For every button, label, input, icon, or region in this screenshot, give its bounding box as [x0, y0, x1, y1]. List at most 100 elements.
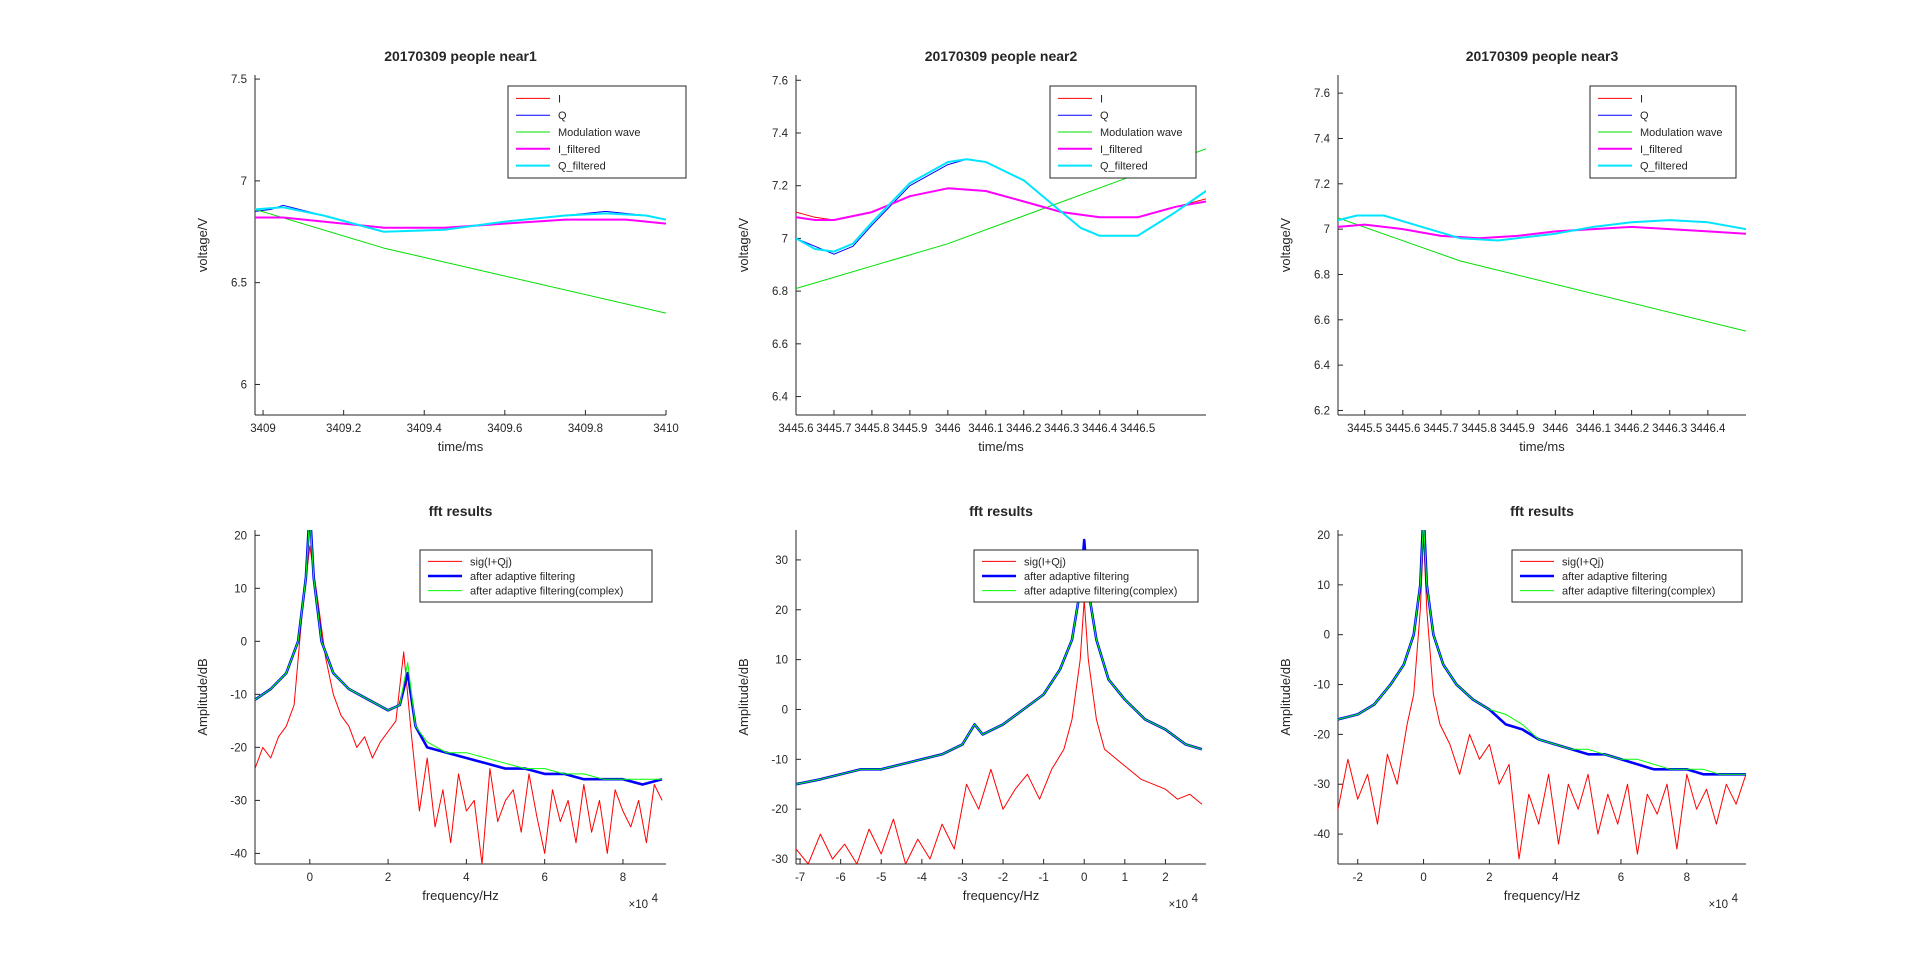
x-axis-label: time/ms [438, 439, 484, 454]
y-tick-label: 7.2 [772, 181, 788, 193]
y-tick-label: 6.6 [772, 339, 788, 351]
y-tick-label: 7.4 [772, 128, 789, 140]
series-after-adaptive-filtering-complex- [1338, 530, 1746, 775]
x-tick-label: 1 [1122, 872, 1128, 884]
y-tick-label: 6.4 [772, 392, 789, 404]
legend-label: after adaptive filtering(complex) [470, 586, 623, 598]
x-exponent-power: 4 [1732, 893, 1739, 905]
legend-label: I [558, 93, 561, 105]
x-tick-label: 2 [1162, 872, 1168, 884]
y-axis-label: Amplitude/dB [736, 658, 751, 735]
series-modulation-wave [255, 208, 666, 314]
y-tick-label: 7.2 [1314, 179, 1330, 191]
x-tick-label: 3446 [1543, 423, 1569, 435]
x-axis-label: frequency/Hz [1504, 888, 1581, 903]
x-tick-label: 8 [1684, 872, 1690, 884]
series-after-adaptive-filtering-complex- [255, 530, 663, 780]
y-tick-label: -30 [771, 854, 788, 866]
y-tick-label: 7.4 [1314, 133, 1331, 145]
series-q-filtered [1338, 214, 1746, 242]
x-tick-label: 3409 [250, 423, 276, 435]
series-group [1338, 214, 1746, 332]
x-tick-label: 3409.4 [407, 423, 443, 435]
x-tick-label: 0 [1081, 872, 1087, 884]
x-tick-label: 3445.7 [1423, 423, 1458, 435]
legend-label: sig(I+Qj) [1562, 556, 1604, 568]
series-group [255, 204, 666, 314]
chart-title: fft results [1510, 503, 1574, 519]
legend-label: Q [1100, 110, 1109, 122]
legend-label: after adaptive filtering [470, 571, 575, 583]
chart-title: 20170309 people near2 [925, 48, 1078, 64]
x-tick-label: 8 [620, 872, 626, 884]
x-axis-label: time/ms [1519, 439, 1565, 454]
y-tick-label: 7.6 [1314, 88, 1330, 100]
series-q-filtered [255, 206, 666, 233]
y-tick-label: -10 [771, 754, 788, 766]
y-tick-label: 6.4 [1314, 360, 1331, 372]
legend: sig(I+Qj) after adaptive filtering after a… [1511, 549, 1743, 603]
x-axis-label: frequency/Hz [963, 888, 1040, 903]
y-tick-label: 6.8 [1314, 269, 1330, 281]
chart-title: 20170309 people near1 [384, 48, 537, 64]
series-sig-i-qj- [1338, 534, 1746, 860]
legend-label: Q_filtered [558, 161, 606, 173]
x-tick-label: 3445.9 [892, 423, 927, 435]
y-tick-label: 7 [241, 176, 247, 188]
legend-label: I [1640, 93, 1643, 105]
series-group [796, 148, 1206, 289]
x-tick-label: 4 [1552, 872, 1559, 884]
series-sig-i-qj- [255, 545, 663, 864]
legend-label: Q [558, 110, 567, 122]
legend-label: I_filtered [558, 144, 600, 156]
legend-label: sig(I+Qj) [470, 556, 512, 568]
x-tick-label: 6 [1618, 872, 1624, 884]
series-group [1338, 530, 1746, 860]
y-tick-label: -20 [771, 804, 788, 816]
legend-label: after adaptive filtering(complex) [1562, 586, 1715, 598]
x-exponent-label: ×10 [1168, 899, 1188, 911]
legend-label: I_filtered [1100, 144, 1142, 156]
legend-label: after adaptive filtering [1024, 571, 1129, 583]
y-tick-label: 6.2 [1314, 405, 1330, 417]
x-tick-label: 3446.2 [1614, 423, 1649, 435]
x-tick-label: 4 [463, 872, 470, 884]
chart-title: fft results [969, 503, 1033, 519]
y-tick-label: 7 [782, 233, 788, 245]
x-tick-label: 2 [1486, 872, 1492, 884]
x-tick-label: 3446.4 [1690, 423, 1726, 435]
y-tick-label: 6 [241, 379, 247, 391]
subplot-6: fft results-2 0 2 4 6 8-40-30-20-1001020frequ… [1278, 503, 1746, 911]
x-tick-label: 3446.2 [1006, 423, 1041, 435]
x-tick-label: 3409.6 [487, 423, 522, 435]
y-tick-label: 0 [782, 704, 788, 716]
x-tick-label: 3445.7 [816, 423, 851, 435]
legend: IQ Modulation wave I_filtered Q_filtered [1049, 85, 1197, 179]
y-axis-label: Amplitude/dB [195, 658, 210, 735]
y-tick-label: -40 [230, 848, 247, 860]
x-exponent-power: 4 [652, 893, 659, 905]
y-tick-label: 0 [241, 636, 247, 648]
x-tick-label: -2 [1353, 872, 1363, 884]
x-axis-label: frequency/Hz [422, 888, 499, 903]
x-exponent-label: ×10 [628, 899, 648, 911]
legend-label: Modulation wave [1640, 127, 1723, 139]
x-tick-label: -7 [795, 872, 805, 884]
y-tick-label: 10 [234, 583, 247, 595]
y-tick-label: -20 [230, 742, 247, 754]
legend-label: Modulation wave [1100, 127, 1183, 139]
legend-label: I_filtered [1640, 144, 1682, 156]
x-tick-label: 3409.8 [568, 423, 603, 435]
y-tick-label: -10 [230, 689, 247, 701]
series-i-filtered [796, 187, 1206, 221]
series-modulation-wave [1338, 217, 1746, 332]
legend: sig(I+Qj) after adaptive filtering after a… [419, 549, 653, 603]
legend-label: after adaptive filtering(complex) [1024, 586, 1177, 598]
x-tick-label: 3445.6 [778, 423, 813, 435]
y-tick-label: -20 [1313, 729, 1330, 741]
y-tick-label: 30 [775, 555, 788, 567]
x-tick-label: -5 [876, 872, 886, 884]
y-tick-label: 10 [775, 655, 788, 667]
subplot-4: fft results 0 2 4 6 8 -40 -30 -20 -10 0 10 20 frequen… [195, 503, 666, 911]
chart-title: 20170309 people near3 [1466, 48, 1619, 64]
